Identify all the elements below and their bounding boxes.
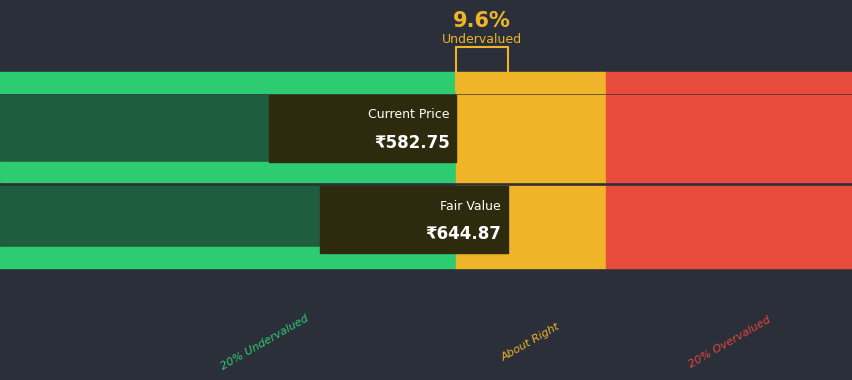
- Bar: [320, 186, 507, 253]
- Bar: [456, 95, 605, 162]
- Bar: [456, 162, 605, 182]
- Bar: [605, 186, 852, 253]
- Bar: [456, 247, 605, 268]
- Text: Undervalued: Undervalued: [441, 33, 521, 46]
- Text: 20% Undervalued: 20% Undervalued: [219, 313, 310, 371]
- Text: 9.6%: 9.6%: [452, 11, 510, 31]
- Text: Fair Value: Fair Value: [440, 200, 500, 213]
- Bar: [268, 95, 456, 162]
- Text: ₹582.75: ₹582.75: [373, 134, 449, 152]
- Bar: [0, 186, 456, 253]
- Bar: [605, 162, 852, 182]
- Bar: [0, 247, 456, 268]
- Bar: [456, 72, 605, 93]
- Bar: [0, 162, 456, 182]
- Text: Current Price: Current Price: [367, 108, 449, 122]
- Text: ₹644.87: ₹644.87: [424, 225, 500, 243]
- Bar: [0, 72, 456, 93]
- Bar: [605, 247, 852, 268]
- Bar: [605, 95, 852, 162]
- Bar: [456, 186, 605, 253]
- Bar: [456, 48, 507, 91]
- Text: 20% Overvalued: 20% Overvalued: [686, 315, 771, 369]
- Bar: [605, 72, 852, 93]
- Text: About Right: About Right: [499, 321, 561, 363]
- Bar: [0, 95, 456, 162]
